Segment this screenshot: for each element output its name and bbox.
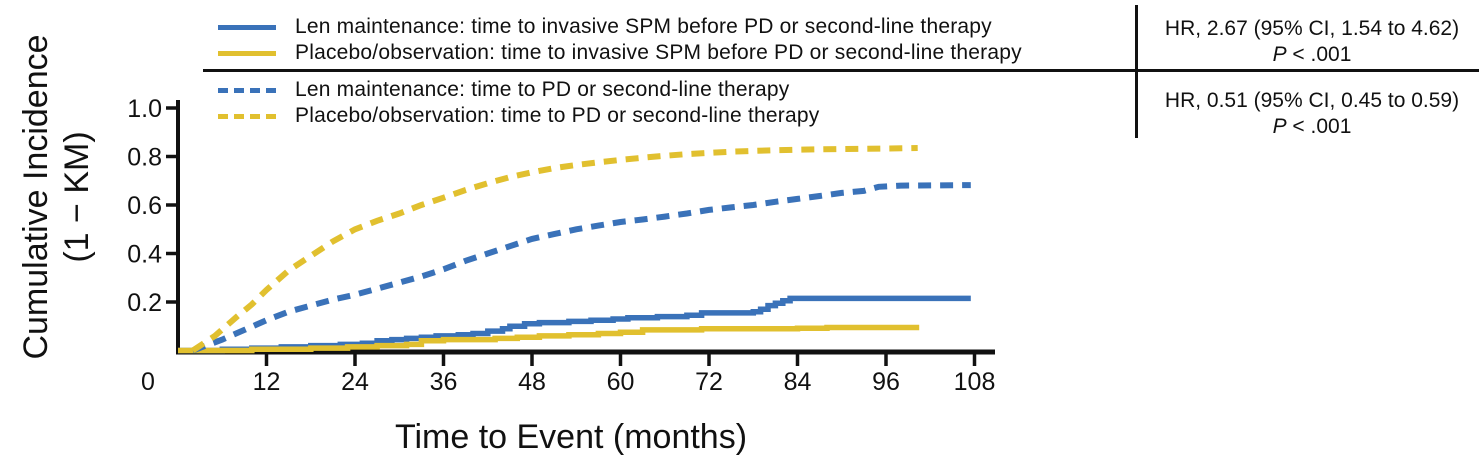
y-tick-label: 0.4 [127, 241, 162, 269]
p-value-text: < .001 [1286, 43, 1352, 66]
legend-item-len-spm: Len maintenance: time to invasive SPM be… [218, 14, 992, 40]
legend-swatch-solid [218, 50, 276, 56]
hr-annotation-pd: HR, 0.51 (95% CI, 0.45 to 0.59) [1164, 89, 1460, 112]
curve-len-spm [178, 295, 971, 354]
legend-item-placebo-spm: Placebo/observation: time to invasive SP… [218, 40, 1022, 66]
legend-item-placebo-pd: Placebo/observation: time to PD or secon… [218, 103, 819, 129]
hr-annotation-spm: HR, 2.67 (95% CI, 1.54 to 4.62) [1164, 17, 1460, 40]
legend-swatch-solid [218, 24, 276, 30]
curve-len-pd [191, 182, 971, 354]
legend-item-len-pd: Len maintenance: time to PD or second-li… [218, 77, 789, 103]
legend-label: Len maintenance: time to invasive SPM be… [295, 15, 992, 38]
legend-group-separator [203, 69, 1479, 72]
p-value-pd: P < .001 [1148, 114, 1476, 140]
x-axis-title: Time to Event (months) [394, 418, 748, 456]
x-tick-label: 96 [872, 368, 900, 396]
annotation-divider [1135, 5, 1138, 138]
y-tick-label: 0.2 [127, 289, 162, 317]
p-value-spm: P < .001 [1148, 42, 1476, 68]
x-tick-label: 24 [341, 368, 369, 396]
curve-placebo-spm [178, 324, 920, 354]
y-tick-label: 0.6 [127, 192, 162, 220]
x-tick-label: 72 [695, 368, 723, 396]
x-tick-label: 84 [784, 368, 812, 396]
legend-swatch-dashed [218, 87, 276, 93]
legend-label: Placebo/observation: time to PD or secon… [295, 104, 820, 127]
x-tick-label: 108 [954, 368, 996, 396]
x-tick-label: 60 [607, 368, 635, 396]
legend-swatch-dashed [218, 113, 276, 119]
x-tick-label: 12 [253, 368, 281, 396]
legend-label: Placebo/observation: time to invasive SP… [295, 41, 1022, 64]
y-tick-label: 1.0 [127, 95, 162, 123]
p-value-text: < .001 [1286, 115, 1352, 138]
x-tick-label: 36 [430, 368, 458, 396]
y-tick-label: 0.8 [127, 144, 162, 172]
curve-placebo-pd [191, 145, 918, 354]
p-italic-label: P [1272, 115, 1287, 138]
x-tick-label: 48 [518, 368, 546, 396]
legend-label: Len maintenance: time to PD or second-li… [295, 78, 790, 101]
p-italic-label: P [1272, 43, 1287, 66]
x-tick-label: 0 [141, 368, 155, 396]
